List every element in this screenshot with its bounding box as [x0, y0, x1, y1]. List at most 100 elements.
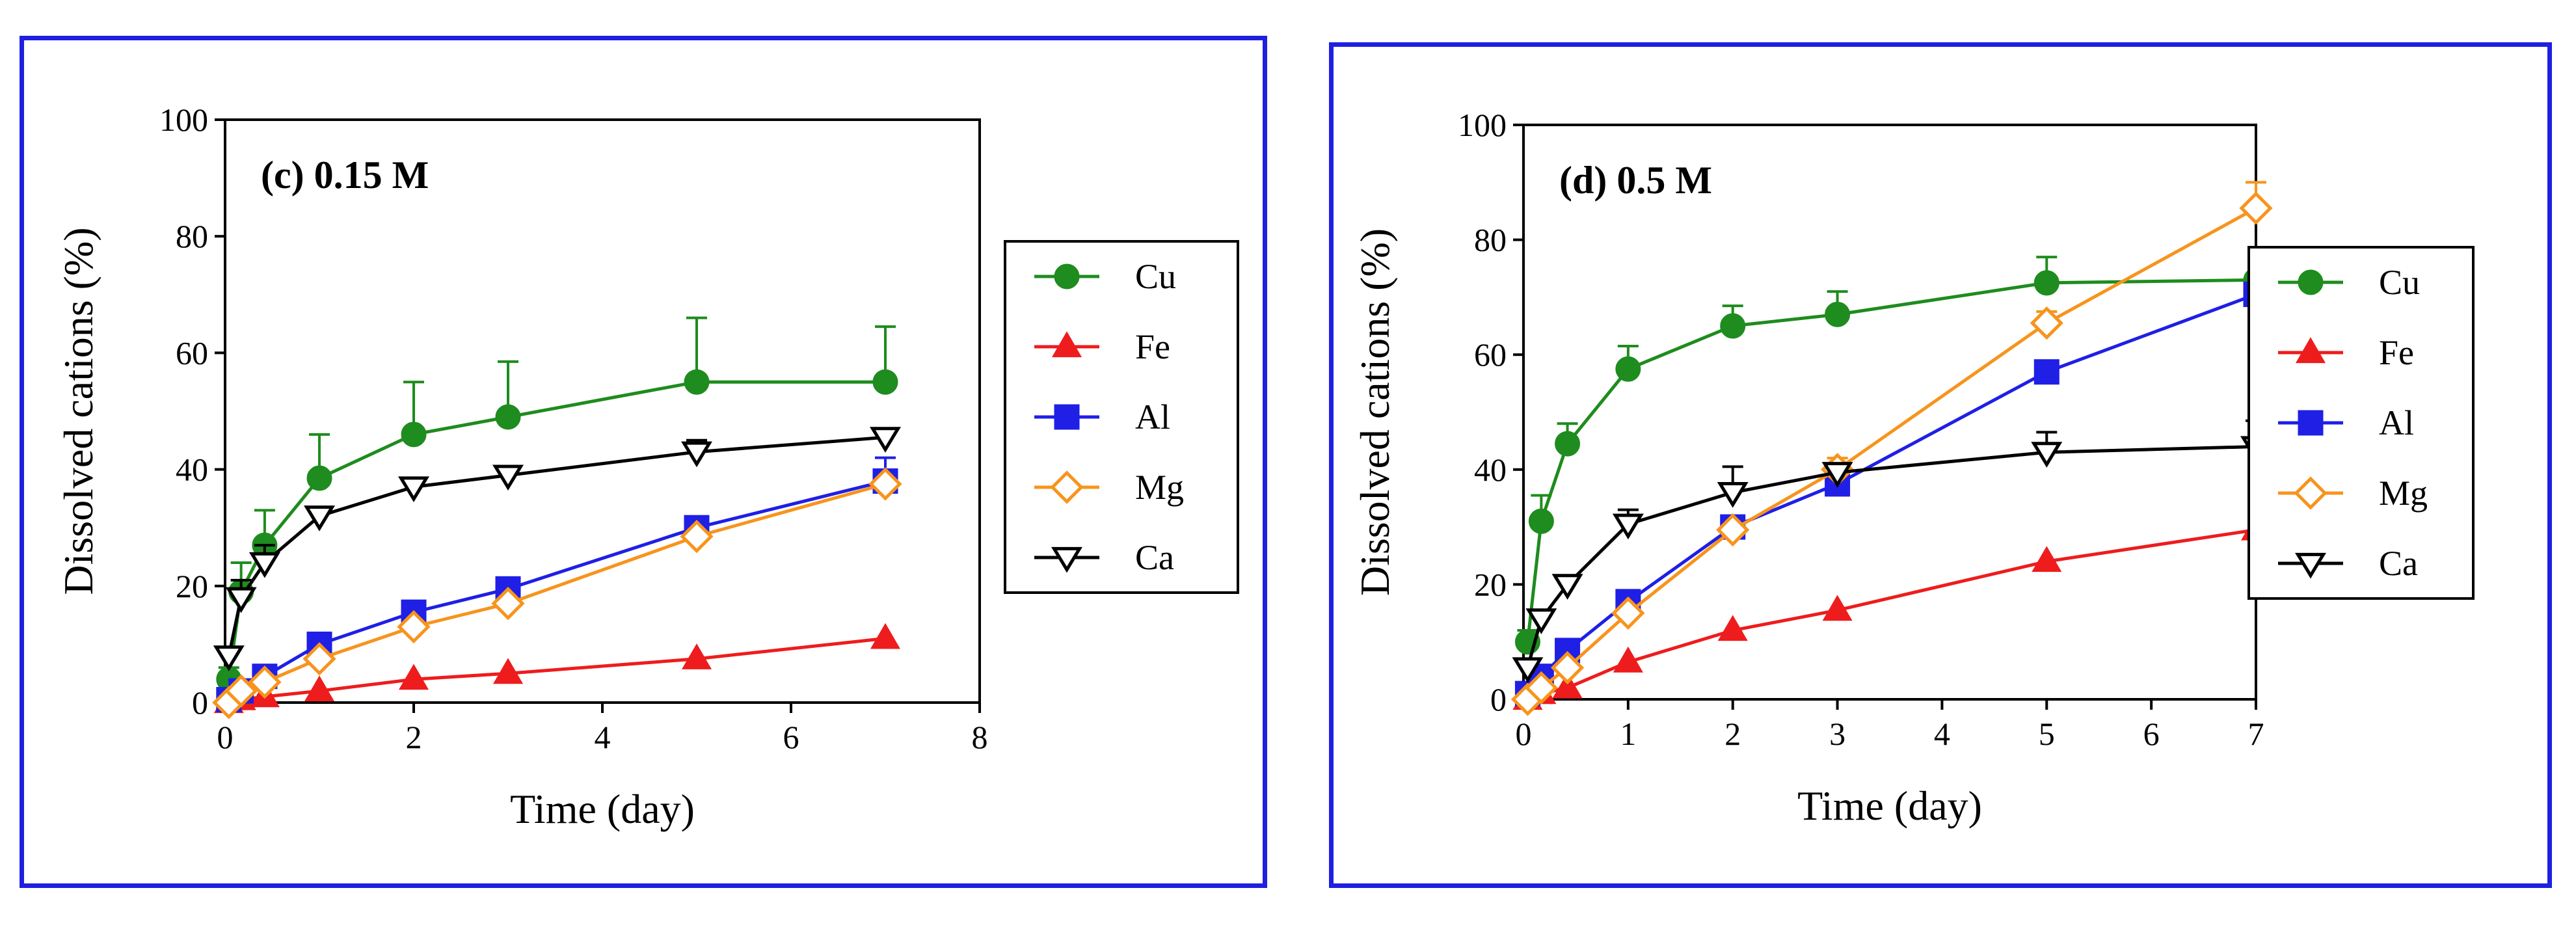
data-point	[1716, 513, 1750, 547]
data-point	[398, 664, 429, 690]
legend-label: Cu	[1135, 257, 1176, 296]
data-point	[213, 645, 245, 671]
data-point	[2032, 546, 2062, 572]
data-point	[1825, 301, 1851, 327]
data-point	[1524, 671, 1558, 705]
data-point	[495, 404, 521, 430]
data-point	[684, 369, 710, 395]
data-point	[868, 467, 902, 501]
data-point	[870, 427, 901, 453]
legend-label: Al	[2379, 403, 2414, 442]
panel-label: (c) 0.15 M	[261, 154, 429, 196]
x-tick-label: 3	[1829, 716, 1845, 752]
legend-swatch-marker	[1054, 263, 1080, 289]
data-point	[304, 675, 335, 702]
legend-label: Ca	[2379, 544, 2418, 583]
data-point	[1552, 672, 1583, 699]
legend: Cu Fe Al Mg Ca	[2247, 246, 2475, 600]
data-point	[1717, 482, 1749, 508]
data-point	[225, 587, 257, 613]
data-point	[2031, 442, 2063, 468]
y-tick-label: 40	[1474, 451, 1507, 488]
legend-swatch-marker	[2294, 476, 2328, 510]
data-point	[1551, 574, 1583, 600]
legend-swatch-marker	[1051, 546, 1082, 573]
chart-d: 0 20 40 60 80 100 0 1 2 3 4 5 6 7 Time (day) Dissolved …	[1352, 107, 2475, 829]
x-axis-title: Time (day)	[1797, 783, 1982, 829]
legend-label: Mg	[2379, 474, 2428, 513]
series-mg	[1510, 181, 2273, 716]
y-axis-title: Dissolved cations (%)	[55, 227, 101, 595]
legend-swatch-marker	[2295, 337, 2326, 364]
series-line	[1525, 445, 2257, 669]
y-tick-label: 60	[176, 334, 208, 371]
data-point	[1525, 608, 1557, 634]
data-point	[1613, 646, 1643, 673]
legend-label: Al	[1135, 397, 1170, 437]
data-point	[1822, 595, 1853, 621]
series-ca	[213, 427, 901, 671]
data-point	[1720, 313, 1746, 339]
data-point	[681, 643, 712, 669]
plot-frame	[224, 118, 981, 704]
y-tick-label: 0	[192, 684, 208, 721]
y-tick-label: 100	[1458, 107, 1507, 143]
x-tick-label: 4	[1934, 716, 1950, 752]
data-point	[248, 552, 280, 578]
legend-swatch-marker	[1050, 470, 1084, 504]
chart-panel-d: 0 20 40 60 80 100 0 1 2 3 4 5 6 7 Time (day) Dissolved …	[1329, 42, 2552, 888]
x-axis-ticks: 0 2 4 6 8	[217, 703, 988, 755]
data-point	[1555, 431, 1581, 457]
legend-label: Fe	[1135, 327, 1170, 366]
data-point	[1528, 508, 1554, 534]
data-point	[248, 665, 282, 699]
legend-swatch-marker	[2298, 269, 2324, 295]
panel-label: (d) 0.5 M	[1559, 159, 1712, 202]
legend-swatch-marker	[1051, 331, 1082, 358]
x-axis-ticks: 0 1 2 3 4 5 6 7	[1516, 699, 2264, 752]
data-point	[2030, 306, 2063, 340]
data-point	[872, 369, 898, 395]
data-point	[1821, 462, 1853, 488]
series-line	[1526, 293, 2257, 695]
y-tick-label: 60	[1474, 336, 1507, 373]
data-point	[401, 422, 427, 448]
legend: Cu Fe Al Mg Ca	[1004, 240, 1239, 594]
y-tick-label: 20	[176, 568, 208, 604]
data-point	[492, 464, 524, 491]
data-point	[681, 441, 712, 468]
x-tick-label: 7	[2248, 716, 2264, 752]
data-point	[2033, 359, 2059, 385]
y-tick-label: 40	[176, 451, 208, 488]
data-point	[306, 465, 332, 491]
x-tick-label: 6	[2143, 716, 2160, 752]
y-tick-label: 100	[159, 101, 208, 138]
series-ca	[1512, 419, 2272, 683]
y-axis-ticks: 0 20 40 60 80 100	[159, 101, 225, 721]
data-point	[1615, 356, 1641, 382]
data-point	[491, 587, 525, 621]
x-tick-label: 2	[406, 719, 422, 755]
data-point	[224, 674, 258, 708]
y-tick-label: 80	[1474, 222, 1507, 258]
data-point	[492, 658, 524, 684]
data-point	[398, 476, 429, 503]
data-point	[302, 642, 336, 676]
data-point	[1612, 513, 1644, 540]
chart-c: 0 20 40 60 80 100 0 2 4 6 8 Time (day) Dissolved cat…	[55, 101, 1239, 832]
y-tick-label: 20	[1474, 566, 1507, 602]
y-tick-label: 80	[176, 218, 208, 254]
legend-label: Mg	[1135, 468, 1184, 507]
x-tick-label: 8	[972, 719, 988, 755]
x-tick-label: 4	[595, 719, 611, 755]
legend-label: Ca	[1135, 538, 1174, 577]
legend-swatch-marker	[2298, 410, 2324, 436]
data-point	[680, 520, 714, 554]
data-point	[870, 623, 901, 649]
data-point	[1512, 657, 1544, 683]
x-tick-label: 0	[217, 719, 234, 755]
y-tick-label: 0	[1490, 681, 1507, 718]
x-tick-label: 5	[2039, 716, 2055, 752]
series-mg	[212, 467, 902, 719]
y-axis-ticks: 0 20 40 60 80 100	[1458, 107, 1523, 718]
